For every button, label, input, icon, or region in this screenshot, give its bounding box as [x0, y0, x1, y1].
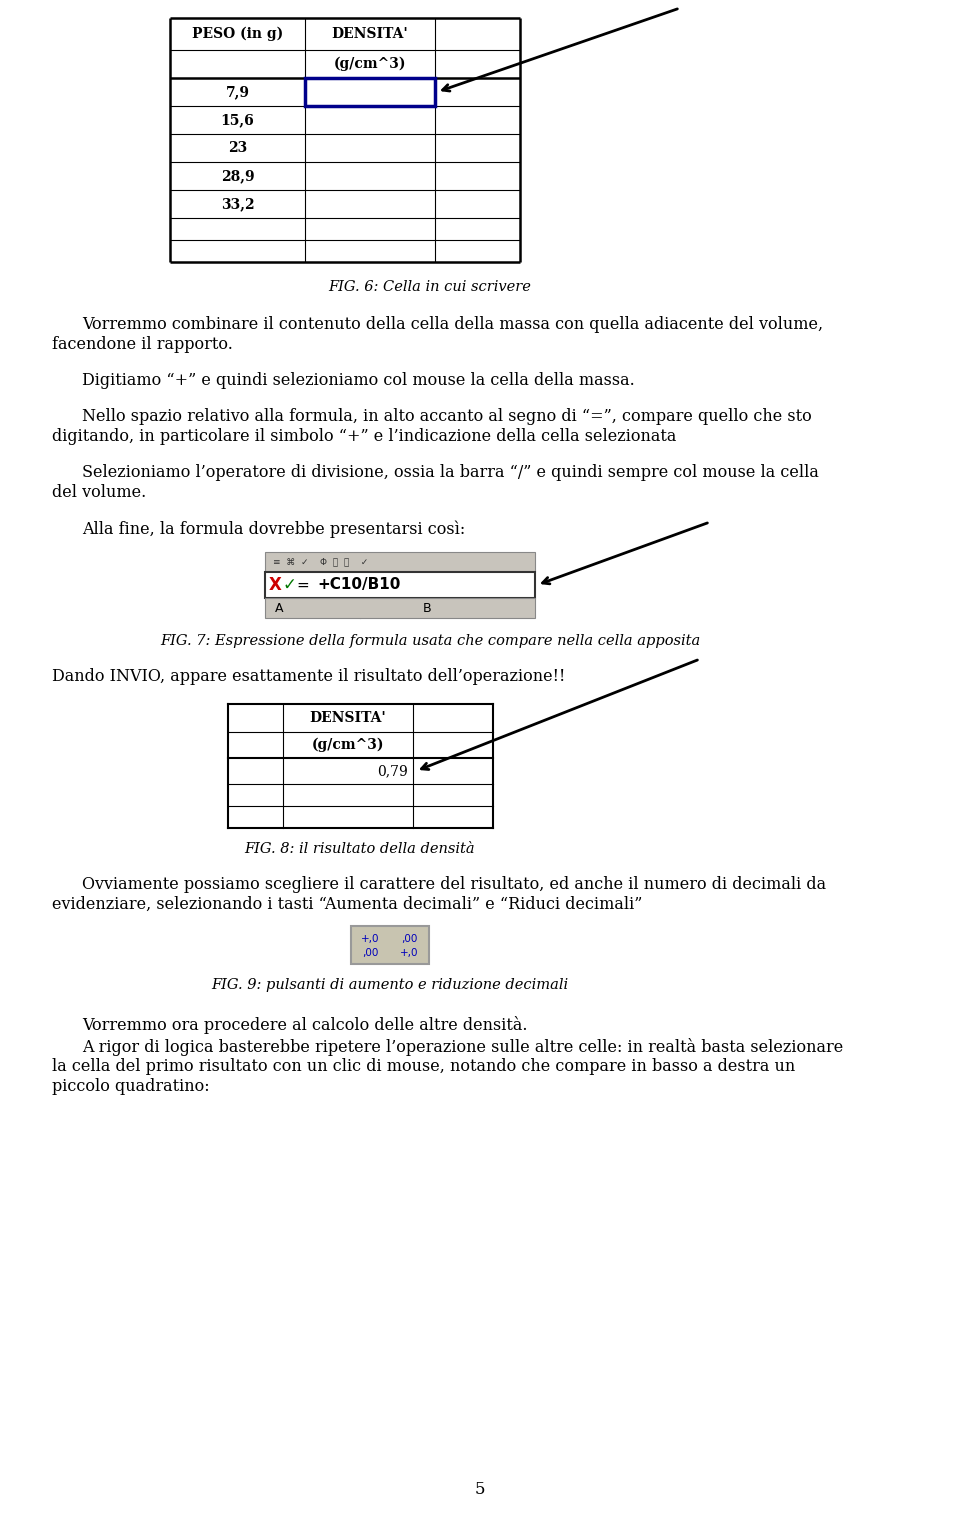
- Text: FIG. 9: pulsanti di aumento e riduzione decimali: FIG. 9: pulsanti di aumento e riduzione …: [211, 977, 568, 993]
- Text: DENSITA': DENSITA': [331, 27, 408, 41]
- Text: digitando, in particolare il simbolo “+” e l’indicazione della cella selezionata: digitando, in particolare il simbolo “+”…: [52, 428, 677, 445]
- Text: ≡  ⌘  ✓    Φ  ⌸  ⌹    ✓: ≡ ⌘ ✓ Φ ⌸ ⌹ ✓: [273, 557, 369, 566]
- Text: +,0: +,0: [400, 949, 419, 958]
- Text: evidenziare, selezionando i tasti “Aumenta decimali” e “Riduci decimali”: evidenziare, selezionando i tasti “Aumen…: [52, 896, 642, 912]
- Text: (g/cm^3): (g/cm^3): [334, 57, 406, 71]
- Text: 33,2: 33,2: [221, 197, 254, 210]
- Text: FIG. 8: il risultato della densità: FIG. 8: il risultato della densità: [245, 843, 475, 856]
- Text: piccolo quadratino:: piccolo quadratino:: [52, 1077, 209, 1095]
- Text: 5: 5: [475, 1481, 485, 1498]
- Bar: [265, 552, 535, 572]
- Text: PESO (in g): PESO (in g): [192, 27, 283, 41]
- Text: +C10/B10: +C10/B10: [317, 578, 400, 593]
- Text: facendone il rapporto.: facendone il rapporto.: [52, 336, 233, 353]
- Bar: [305, 79, 435, 106]
- Text: del volume.: del volume.: [52, 484, 146, 501]
- Text: Vorremmo ora procedere al calcolo delle altre densità.: Vorremmo ora procedere al calcolo delle …: [82, 1017, 527, 1033]
- Text: Vorremmo combinare il contenuto della cella della massa con quella adiacente del: Vorremmo combinare il contenuto della ce…: [82, 316, 823, 333]
- Text: 28,9: 28,9: [221, 169, 254, 183]
- Text: ✓: ✓: [282, 576, 296, 595]
- Text: =: =: [297, 578, 309, 593]
- Text: 15,6: 15,6: [221, 113, 254, 127]
- Text: A rigor di logica basterebbe ripetere l’operazione sulle altre celle: in realtà : A rigor di logica basterebbe ripetere l’…: [82, 1038, 843, 1056]
- Text: 0,79: 0,79: [377, 764, 408, 778]
- Text: X: X: [269, 576, 281, 595]
- Text: B: B: [422, 602, 431, 614]
- Text: (g/cm^3): (g/cm^3): [312, 738, 384, 752]
- Text: Nello spazio relativo alla formula, in alto accanto al segno di “=”, compare que: Nello spazio relativo alla formula, in a…: [82, 409, 812, 425]
- Text: ,00: ,00: [362, 949, 378, 958]
- Bar: [265, 598, 535, 617]
- Text: 7,9: 7,9: [226, 85, 250, 98]
- Text: DENSITA': DENSITA': [310, 711, 386, 725]
- Text: A: A: [275, 602, 283, 614]
- Text: la cella del primo risultato con un clic di mouse, notando che compare in basso : la cella del primo risultato con un clic…: [52, 1058, 795, 1076]
- Text: ,00: ,00: [401, 935, 418, 944]
- Text: 23: 23: [228, 141, 247, 154]
- Text: Dando INVIO, appare esattamente il risultato dell’operazione!!: Dando INVIO, appare esattamente il risul…: [52, 669, 565, 685]
- Text: Selezioniamo l’operatore di divisione, ossia la barra “/” e quindi sempre col mo: Selezioniamo l’operatore di divisione, o…: [82, 464, 819, 481]
- Text: FIG. 6: Cella in cui scrivere: FIG. 6: Cella in cui scrivere: [328, 280, 532, 294]
- Text: +,0: +,0: [361, 935, 380, 944]
- Text: Digitiamo “+” e quindi selezioniamo col mouse la cella della massa.: Digitiamo “+” e quindi selezioniamo col …: [82, 372, 635, 389]
- Bar: [351, 926, 429, 964]
- Text: Ovviamente possiamo scegliere il carattere del risultato, ed anche il numero di : Ovviamente possiamo scegliere il caratte…: [82, 876, 827, 893]
- Bar: [265, 572, 535, 598]
- Text: FIG. 7: Espressione della formula usata che compare nella cella apposita: FIG. 7: Espressione della formula usata …: [160, 634, 700, 648]
- Text: Alla fine, la formula dovrebbe presentarsi così:: Alla fine, la formula dovrebbe presentar…: [82, 520, 466, 537]
